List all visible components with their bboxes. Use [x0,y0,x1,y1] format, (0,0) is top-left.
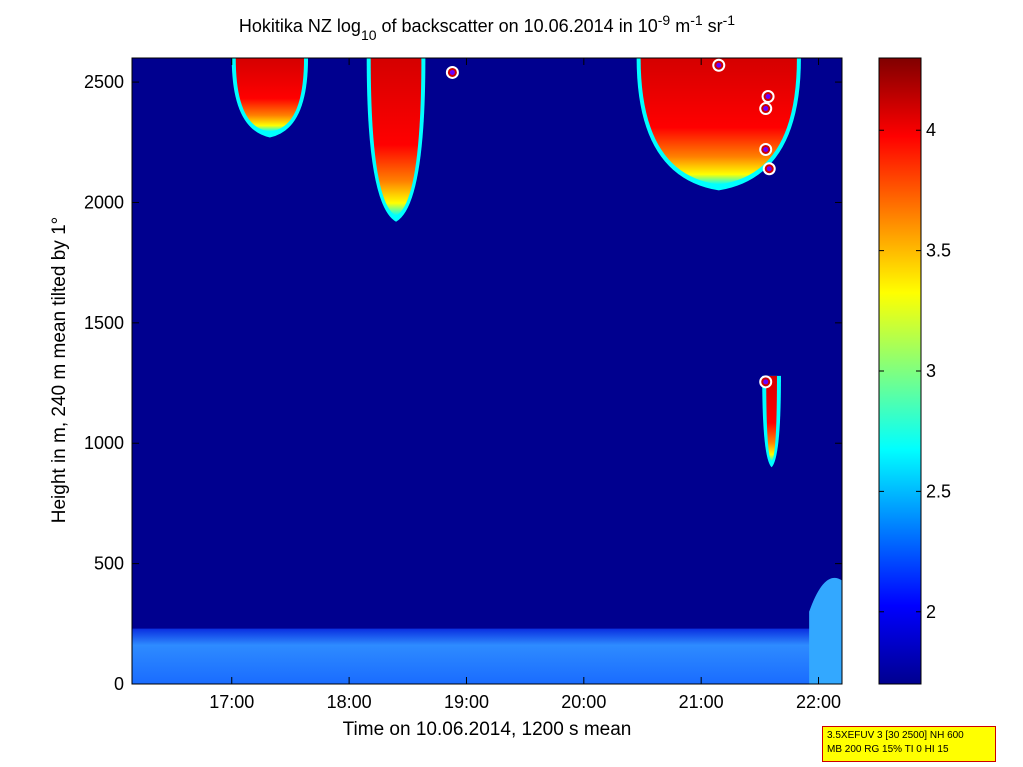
detection-marker-core [716,62,722,68]
detection-marker-core [765,94,771,100]
detection-marker-core [763,379,769,385]
colorbar-tick-label: 3 [926,361,936,381]
plot-area [131,57,843,685]
x-tick-label: 17:00 [209,692,254,712]
heatmap-layer [132,58,842,684]
x-tick-label: 21:00 [679,692,724,712]
colorbar-tick-label: 2 [926,602,936,622]
surface-patch [809,577,842,684]
colorbar-ticks: 2 2.5 3 3.5 4 [879,120,951,622]
x-axis: 17:00 18:00 19:00 20:00 21:00 22:00 [209,58,841,712]
x-tick-label: 20:00 [561,692,606,712]
x-tick-label: 18:00 [327,692,372,712]
y-tick-label: 1500 [84,313,124,333]
info-line-2: MB 200 RG 15% TI 0 HI 15 [827,744,949,755]
info-line-1: 3.5XEFUV 3 [30 2500] NH 600 [827,730,964,741]
y-tick-label: 2000 [84,192,124,212]
colorbar-tick-label: 3.5 [926,241,951,261]
x-axis-label: Time on 10.06.2014, 1200 s mean [343,719,632,740]
colorbar: 2 2.5 3 3.5 4 [878,57,951,685]
x-tick-label: 19:00 [444,692,489,712]
x-tick-label: 22:00 [796,692,841,712]
cloud-4 [766,375,777,462]
y-tick-label: 500 [94,554,124,574]
y-tick-label: 1000 [84,433,124,453]
cloud-2 [370,58,422,216]
info-box: 3.5XEFUV 3 [30 2500] NH 600 MB 200 RG 15… [822,726,996,762]
colorbar-gradient [878,57,922,685]
detection-marker-core [766,166,772,172]
y-tick-label: 2500 [84,72,124,92]
cloud-1 [235,58,305,132]
y-axis: 0 500 1000 1500 2000 2500 [84,72,842,694]
y-axis-label: Height in m, 240 m mean tilted by 1° [49,217,70,523]
detection-marker-core [763,106,769,112]
y-tick-label: 0 [114,674,124,694]
colorbar-tick-label: 2.5 [926,481,951,501]
surface-layer [132,628,842,684]
plot-frame [131,57,843,685]
chart-title: Hokitika NZ log10 of backscatter on 10.0… [239,12,735,43]
cloud-3 [640,58,797,185]
detection-marker-core [449,69,455,75]
detection-marker-core [763,146,769,152]
colorbar-tick-label: 4 [926,120,936,140]
marker-layer [445,58,776,389]
